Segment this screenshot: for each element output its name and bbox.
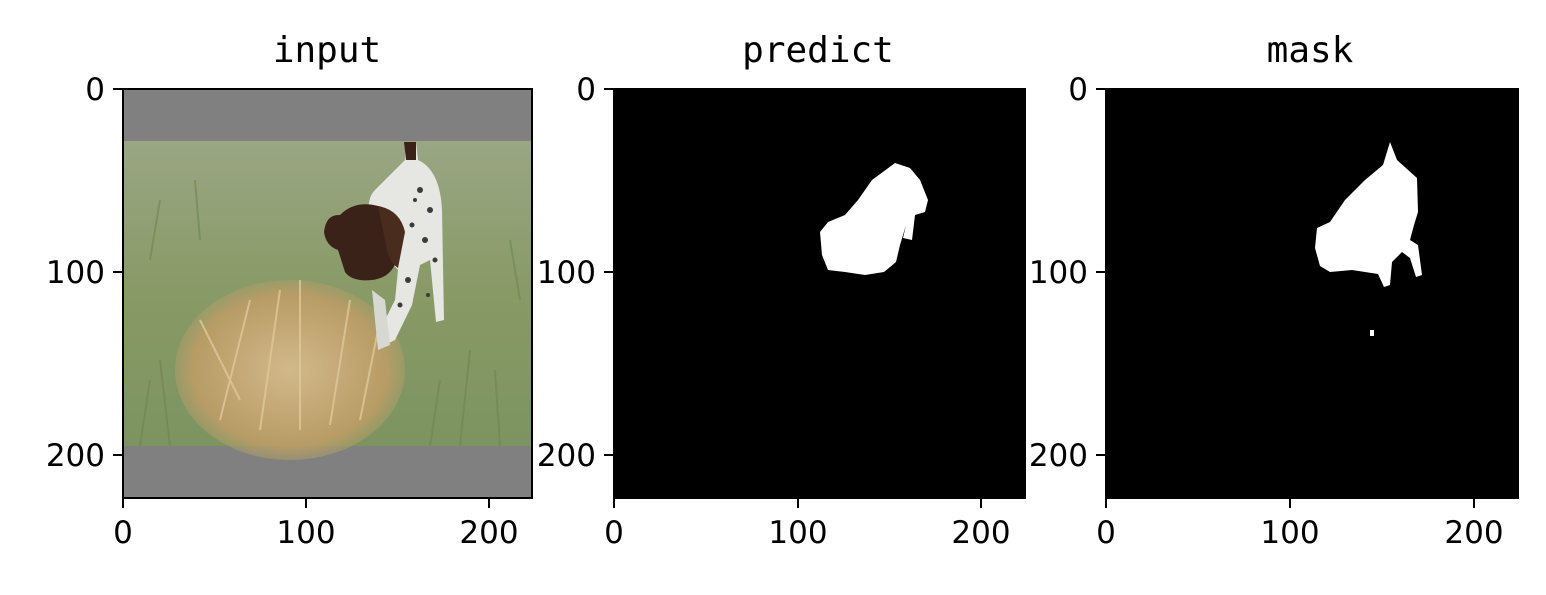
x-tick-label: 100 xyxy=(276,515,335,551)
mask-speck xyxy=(1370,330,1374,336)
dry-grass-clump xyxy=(175,280,405,460)
y-axis-predict: 0 100 200 xyxy=(537,72,614,474)
y-axis-input: 0 100 200 xyxy=(46,72,123,474)
mask-region xyxy=(1315,142,1422,287)
y-tick-label: 0 xyxy=(85,72,105,108)
x-tick-label: 100 xyxy=(768,515,827,551)
input-image xyxy=(123,89,532,498)
x-tick-label: 0 xyxy=(604,515,624,551)
x-axis-mask: 0 100 200 xyxy=(1096,498,1504,551)
y-tick-label: 200 xyxy=(46,438,105,474)
x-tick-label: 200 xyxy=(951,515,1010,551)
x-tick-label: 0 xyxy=(1096,515,1116,551)
predicted-region xyxy=(820,163,928,275)
y-tick-label: 0 xyxy=(1068,72,1088,108)
x-tick-label: 200 xyxy=(459,515,518,551)
y-tick-label: 100 xyxy=(537,255,596,291)
panel-title-predict: predict xyxy=(742,30,894,71)
panel-title-mask: mask xyxy=(1267,30,1354,71)
panel-mask: mask 0 100 200 0 100 200 xyxy=(1029,30,1519,551)
y-tick-label: 200 xyxy=(537,438,596,474)
x-axis-input: 0 100 200 xyxy=(113,498,519,551)
x-tick-label: 100 xyxy=(1260,515,1319,551)
dog xyxy=(324,142,444,350)
y-axis-mask: 0 100 200 xyxy=(1029,72,1106,474)
y-tick-label: 200 xyxy=(1029,438,1088,474)
y-tick-label: 100 xyxy=(1029,255,1088,291)
x-axis-predict: 0 100 200 xyxy=(604,498,1011,551)
mask-image xyxy=(1106,89,1518,498)
y-tick-label: 100 xyxy=(46,255,105,291)
x-tick-label: 200 xyxy=(1444,515,1503,551)
y-tick-label: 0 xyxy=(576,72,596,108)
x-tick-label: 0 xyxy=(113,515,133,551)
panel-title-input: input xyxy=(273,30,381,71)
panel-input: input xyxy=(46,30,533,551)
panel-predict: predict 0 100 200 0 100 200 xyxy=(537,30,1026,551)
predict-image xyxy=(614,89,1025,498)
